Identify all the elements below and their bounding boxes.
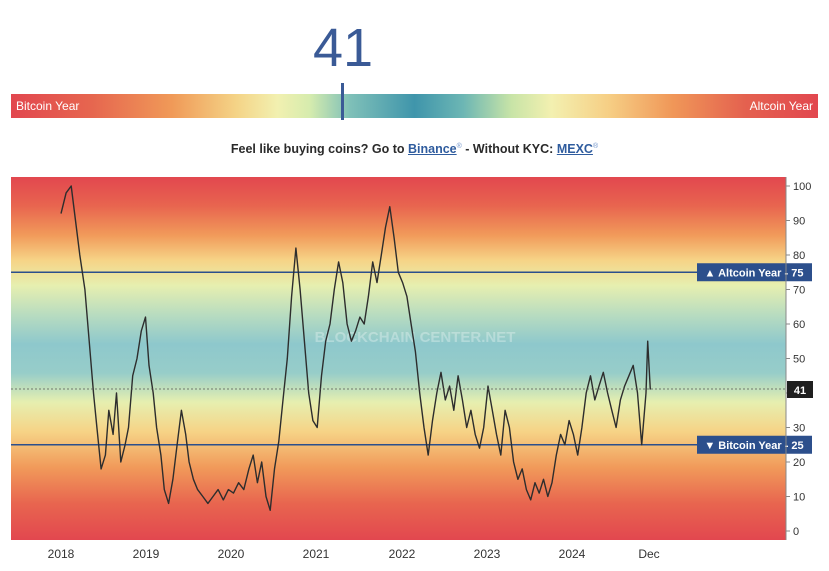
binance-link[interactable]: Binance [407,142,457,156]
season-index-value: 41 [312,18,374,78]
reference-line-tag [697,435,812,454]
x-tick-label: 2021 [303,547,330,561]
y-tick-label: 100 [793,181,811,193]
x-tick-label: 2023 [474,547,501,561]
x-tick-label: 2022 [389,547,416,561]
bitcoin-year-label: Bitcoin Year [16,99,80,113]
y-tick-label: 80 [793,250,805,262]
x-tick-label: 2020 [218,547,245,561]
y-tick-label: 10 [793,492,805,504]
y-tick-label: 0 [793,526,799,538]
chart-background [11,177,786,540]
current-value-label: 41 [794,385,806,397]
altcoin-year-label: Altcoin Year [749,99,813,113]
watermark: BLOCKCHAIN CENTER.NET [315,329,516,346]
reference-line-tag [697,263,812,282]
x-tick-label: 2019 [133,547,160,561]
reference-line-label: ▲ Altcoin Year - 75 [705,267,804,279]
current-value-tag [787,381,813,398]
series-line [60,185,651,511]
reference-line-label: ▼ Bitcoin Year - 25 [704,440,803,452]
promo-middle: - Without KYC: [461,142,557,156]
y-tick-label: 50 [793,354,805,366]
y-tick-label: 90 [793,216,805,228]
x-tick-label: 2018 [48,547,75,561]
y-tick-label: 20 [793,457,805,469]
promo-line: Feel like buying coins? Go to Binance® -… [0,142,829,156]
y-tick-label: 70 [793,285,805,297]
altcoin-season-chart: BLOCKCHAIN CENTER.NET ▲ Altcoin Year - 7… [11,177,813,561]
x-tick-label: Dec [638,547,659,561]
registered-mark-2: ® [592,142,599,150]
y-tick-label: 60 [793,319,805,331]
mexc-link[interactable]: MEXC [556,142,593,156]
season-gauge-bar: Bitcoin Year Altcoin Year [11,94,818,118]
y-tick-label: 30 [793,423,805,435]
registered-mark-1: ® [456,142,462,150]
gauge-marker [341,83,344,120]
promo-prefix: Feel like buying coins? Go to [230,142,408,156]
x-tick-label: 2024 [559,547,586,561]
